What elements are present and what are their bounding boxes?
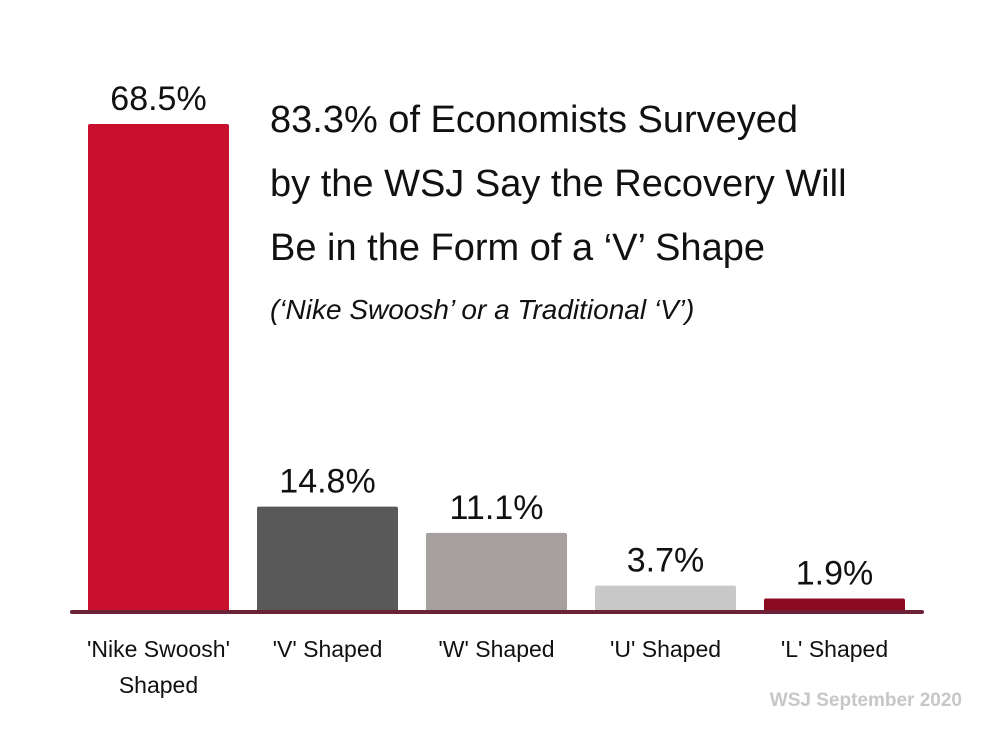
chart-title-line-1: 83.3% of Economists Surveyed: [270, 99, 799, 141]
category-label-4-0: 'L' Shaped: [781, 636, 888, 662]
bars-group: [88, 124, 905, 612]
value-label-0: 68.5%: [110, 80, 206, 118]
category-label-1-0: 'V' Shaped: [273, 636, 383, 662]
category-labels-group: 'Nike Swoosh' Shaped 'V' Shaped 'W' Shaped '…: [87, 636, 888, 698]
bar-0: [88, 124, 229, 612]
bar-3: [595, 585, 736, 612]
value-label-3: 3.7%: [627, 542, 705, 580]
chart-title-line-3: Be in the Form of a ‘V’ Shape: [270, 227, 765, 269]
category-label-0-1: Shaped: [119, 672, 198, 698]
value-label-1: 14.8%: [279, 463, 375, 501]
chart-title-block: 83.3% of Economists Surveyed by the WSJ …: [270, 88, 847, 326]
source-note: WSJ September 2020: [769, 690, 962, 711]
category-label-0-0: 'Nike Swoosh': [87, 636, 230, 662]
category-label-3-0: 'U' Shaped: [610, 636, 721, 662]
category-label-2-0: 'W' Shaped: [438, 636, 554, 662]
value-label-4: 1.9%: [796, 554, 874, 592]
chart-subtitle: (‘Nike Swoosh’ or a Traditional ‘V’): [270, 294, 695, 325]
value-label-2: 11.1%: [450, 489, 544, 527]
bar-4: [764, 598, 905, 612]
bar-1: [257, 506, 398, 612]
chart-title-line-2: by the WSJ Say the Recovery Will: [270, 163, 847, 205]
value-labels-group: 68.5% 14.8% 11.1% 3.7% 1.9%: [110, 80, 873, 592]
bar-2: [426, 532, 567, 612]
